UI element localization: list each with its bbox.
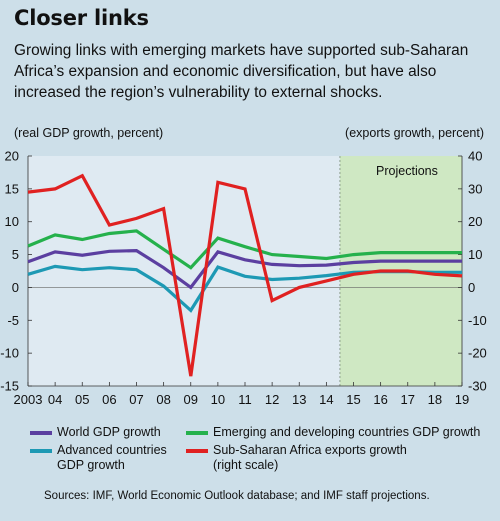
legend-label-ssa-exports: Sub-Saharan Africa exports growth (right… — [213, 443, 407, 473]
right-tick-label: 10 — [468, 247, 482, 262]
chart-title: Closer links — [14, 6, 149, 30]
legend-label-advanced-line2: GDP growth — [57, 458, 125, 472]
x-tick-label: 19 — [455, 392, 469, 407]
legend-label-advanced: Advanced countries GDP growth — [57, 443, 167, 473]
right-tick-label: 0 — [468, 280, 475, 295]
right-axis-caption: (exports growth, percent) — [345, 126, 484, 140]
legend-label-emerging: Emerging and developing countries GDP gr… — [213, 425, 481, 439]
right-tick-label: 20 — [468, 214, 482, 229]
x-tick-label: 18 — [428, 392, 442, 407]
legend-swatch-ssa-exports — [186, 449, 208, 453]
x-tick-label: 10 — [211, 392, 225, 407]
x-tick-label: 15 — [346, 392, 360, 407]
x-tick-label: 11 — [238, 392, 252, 407]
x-tick-label: 16 — [373, 392, 387, 407]
legend-label-world: World GDP growth — [57, 425, 161, 439]
x-tick-label: 2003 — [14, 392, 43, 407]
legend-label-advanced-line1: Advanced countries — [57, 443, 167, 457]
x-tick-label: 04 — [48, 392, 62, 407]
left-tick-label: 15 — [5, 181, 19, 196]
x-tick-label: 08 — [156, 392, 170, 407]
right-tick-label: -20 — [468, 346, 487, 361]
source-note: Sources: IMF, World Economic Outlook dat… — [44, 490, 430, 502]
left-axis-caption: (real GDP growth, percent) — [14, 126, 164, 140]
series-line-ssa_exports — [27, 173, 463, 377]
legend-swatch-advanced — [30, 449, 52, 453]
x-tick-label: 12 — [265, 392, 279, 407]
right-tick-label: -30 — [468, 379, 487, 394]
left-tick-label: -15 — [0, 379, 19, 394]
right-tick-label: 30 — [468, 181, 482, 196]
x-tick-label: 09 — [184, 392, 198, 407]
x-tick-label: 13 — [292, 392, 306, 407]
right-tick-label: -10 — [468, 313, 487, 328]
legend-item-world: World GDP growth — [30, 425, 180, 441]
legend-label-ssa-line2: (right scale) — [213, 458, 279, 472]
series-line-emerging — [27, 229, 462, 270]
legend-swatch-world — [30, 431, 52, 435]
legend-item-ssa-exports: Sub-Saharan Africa exports growth (right… — [186, 443, 486, 475]
right-tick-label: 40 — [468, 149, 482, 164]
x-tick-label: 17 — [401, 392, 415, 407]
left-tick-label: -10 — [0, 346, 19, 361]
legend-label-ssa-line1: Sub-Saharan Africa exports growth — [213, 443, 407, 457]
left-tick-label: -5 — [7, 313, 19, 328]
left-tick-label: 5 — [12, 247, 19, 262]
left-tick-label: 10 — [5, 214, 19, 229]
legend-item-advanced: Advanced countries GDP growth — [30, 443, 180, 475]
x-tick-label: 07 — [129, 392, 143, 407]
left-tick-label: 0 — [12, 280, 19, 295]
x-tick-label: 14 — [319, 392, 333, 407]
legend-swatch-emerging — [186, 431, 208, 435]
projection-label: Projections — [376, 164, 438, 178]
series-line-world — [27, 248, 462, 290]
left-tick-label: 20 — [5, 149, 19, 164]
x-tick-label: 05 — [75, 392, 89, 407]
legend-item-emerging: Emerging and developing countries GDP gr… — [186, 425, 486, 441]
x-tick-label: 06 — [102, 392, 116, 407]
chart-subtitle: Growing links with emerging markets have… — [14, 42, 469, 101]
